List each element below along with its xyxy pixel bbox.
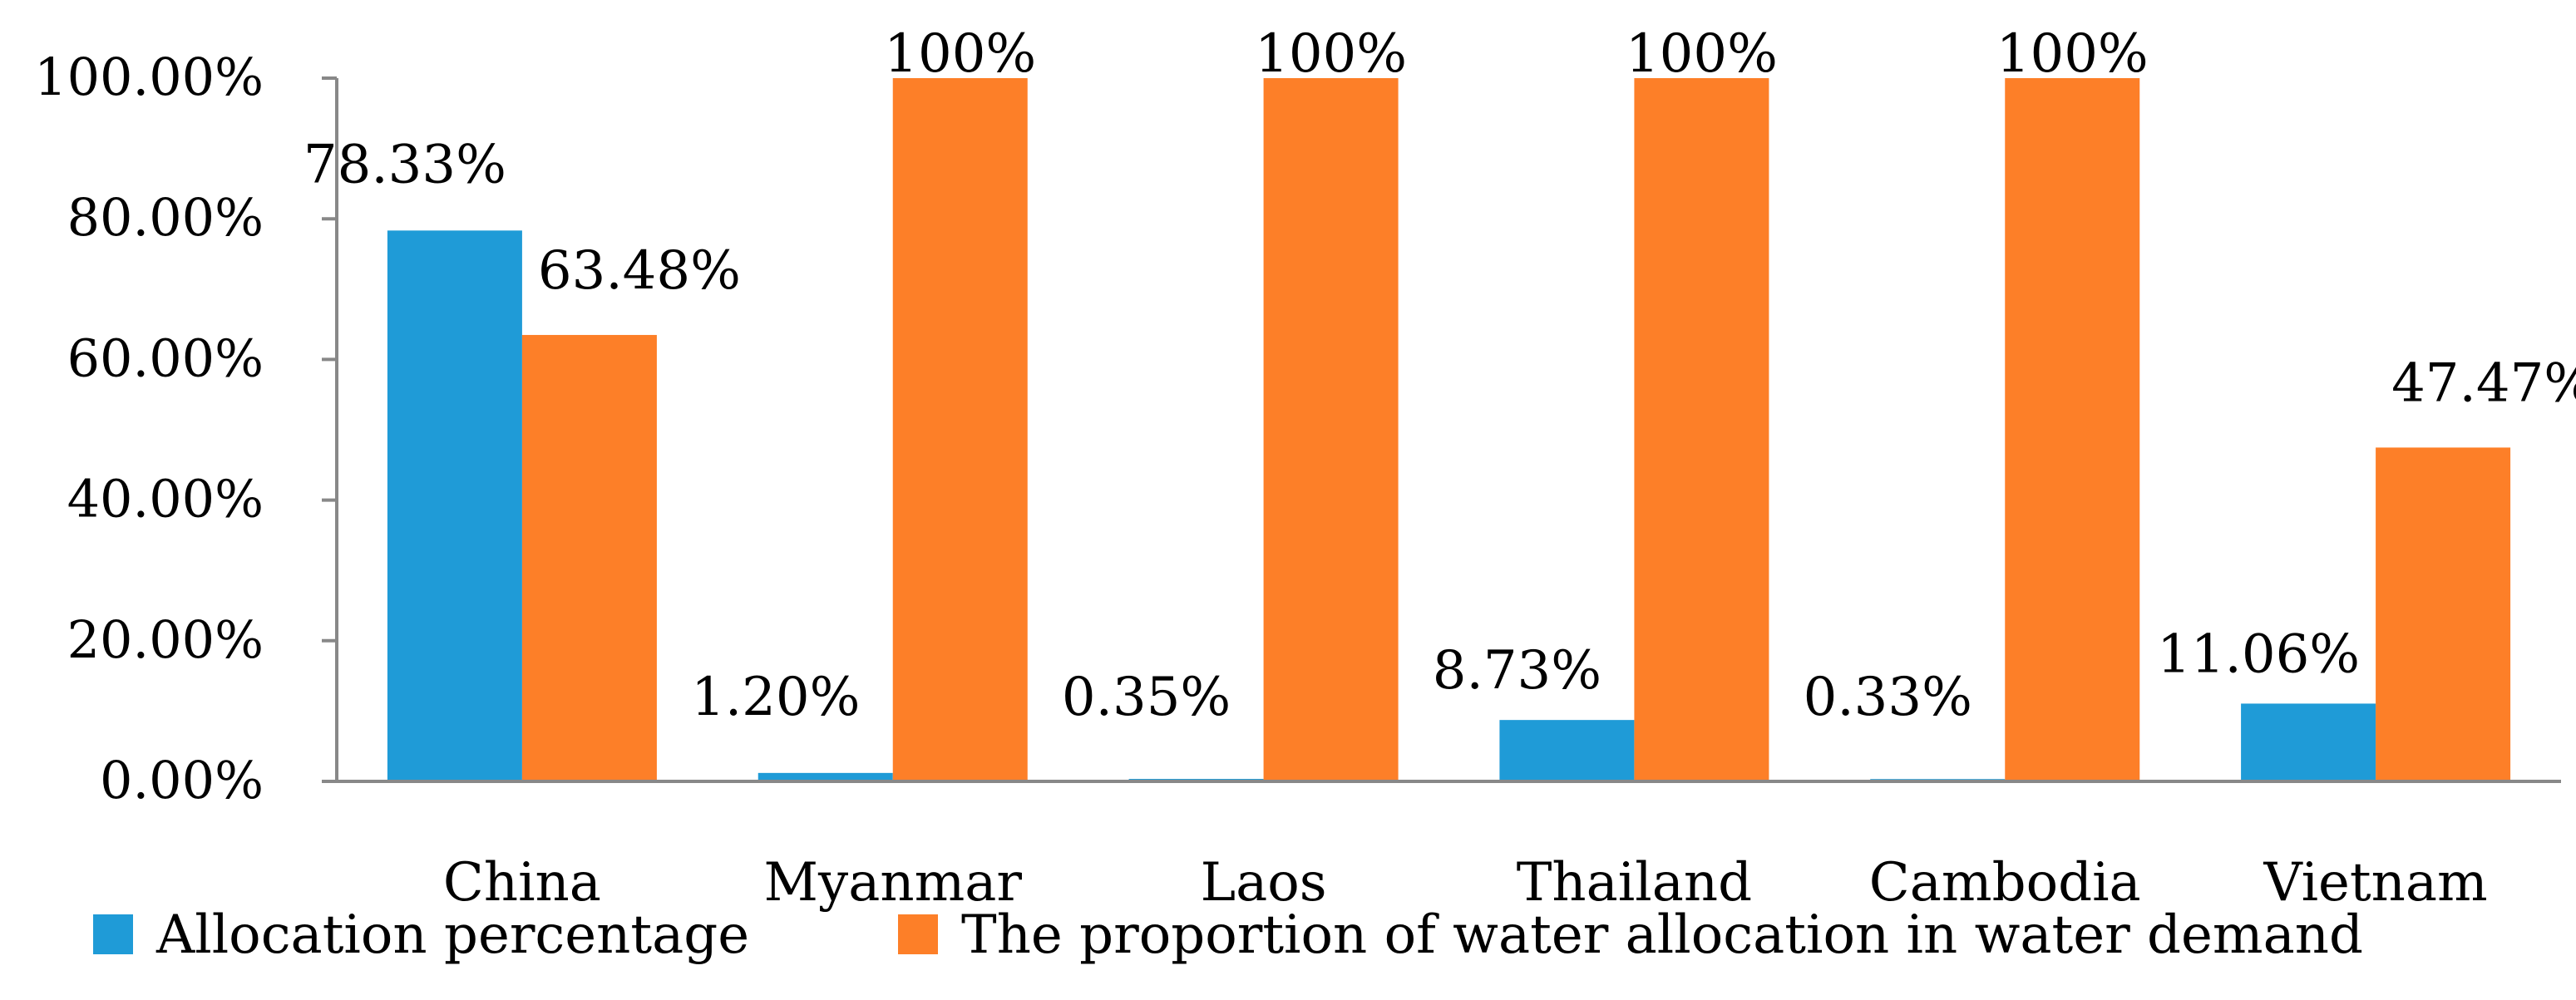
legend-swatch xyxy=(898,914,938,954)
bar-allocation-vietnam xyxy=(2241,703,2376,781)
y-tick-label: 20.00% xyxy=(67,609,264,670)
data-label: 11.06% xyxy=(2157,623,2360,685)
bar-proportion-china xyxy=(521,334,657,781)
bar-proportion-laos xyxy=(1263,78,1399,781)
data-label: 100% xyxy=(1996,23,2149,85)
y-tick-label: 80.00% xyxy=(67,187,264,248)
y-tick-label: 60.00% xyxy=(67,328,264,388)
bar-proportion-myanmar xyxy=(892,78,1028,781)
y-tick-label: 0.00% xyxy=(100,750,264,810)
data-label: 100% xyxy=(1626,23,1778,85)
x-tick-label: Laos xyxy=(1201,852,1327,914)
data-label: 8.73% xyxy=(1433,640,1601,702)
y-axis: 0.00% 20.00% 40.00% 60.00% 80.00% 100.00% xyxy=(34,47,338,810)
x-tick-label: Myanmar xyxy=(764,852,1023,914)
data-label: 63.48% xyxy=(538,240,741,302)
bar-proportion-vietnam xyxy=(2376,447,2511,781)
data-label: 0.33% xyxy=(1804,667,1972,728)
data-label: 100% xyxy=(1255,23,1407,85)
bar-allocation-thailand xyxy=(1499,720,1635,781)
bar-allocation-china xyxy=(387,230,522,781)
data-label: 1.20% xyxy=(691,667,860,728)
x-tick-label: Cambodia xyxy=(1869,852,2141,914)
data-label: 47.47% xyxy=(2391,352,2576,414)
bar-proportion-cambodia xyxy=(2005,78,2140,781)
data-label: 0.35% xyxy=(1062,667,1231,728)
legend-swatch xyxy=(93,914,133,954)
x-axis: China Myanmar Laos Thailand Cambodia Vietnam xyxy=(337,780,2561,914)
bar-proportion-thailand xyxy=(1634,78,1769,781)
x-tick-label: Thailand xyxy=(1517,852,1752,914)
legend-label: Allocation percentage xyxy=(155,904,749,966)
legend: Allocation percentage The proportion of w… xyxy=(93,904,2363,966)
data-label: 100% xyxy=(884,23,1036,85)
y-tick-label: 100.00% xyxy=(34,47,264,107)
legend-label: The proportion of water allocation in wa… xyxy=(961,904,2363,966)
data-labels: 78.33% 63.48% 1.20% 100% 0.35% 100% 8.73% 100% 0… xyxy=(303,23,2576,728)
y-tick-label: 40.00% xyxy=(67,469,264,530)
bar-allocation-myanmar xyxy=(758,772,893,781)
data-label: 78.33% xyxy=(303,134,506,195)
x-tick-label: Vietnam xyxy=(2263,852,2487,914)
bars xyxy=(387,78,2511,781)
x-tick-label: China xyxy=(443,852,601,914)
